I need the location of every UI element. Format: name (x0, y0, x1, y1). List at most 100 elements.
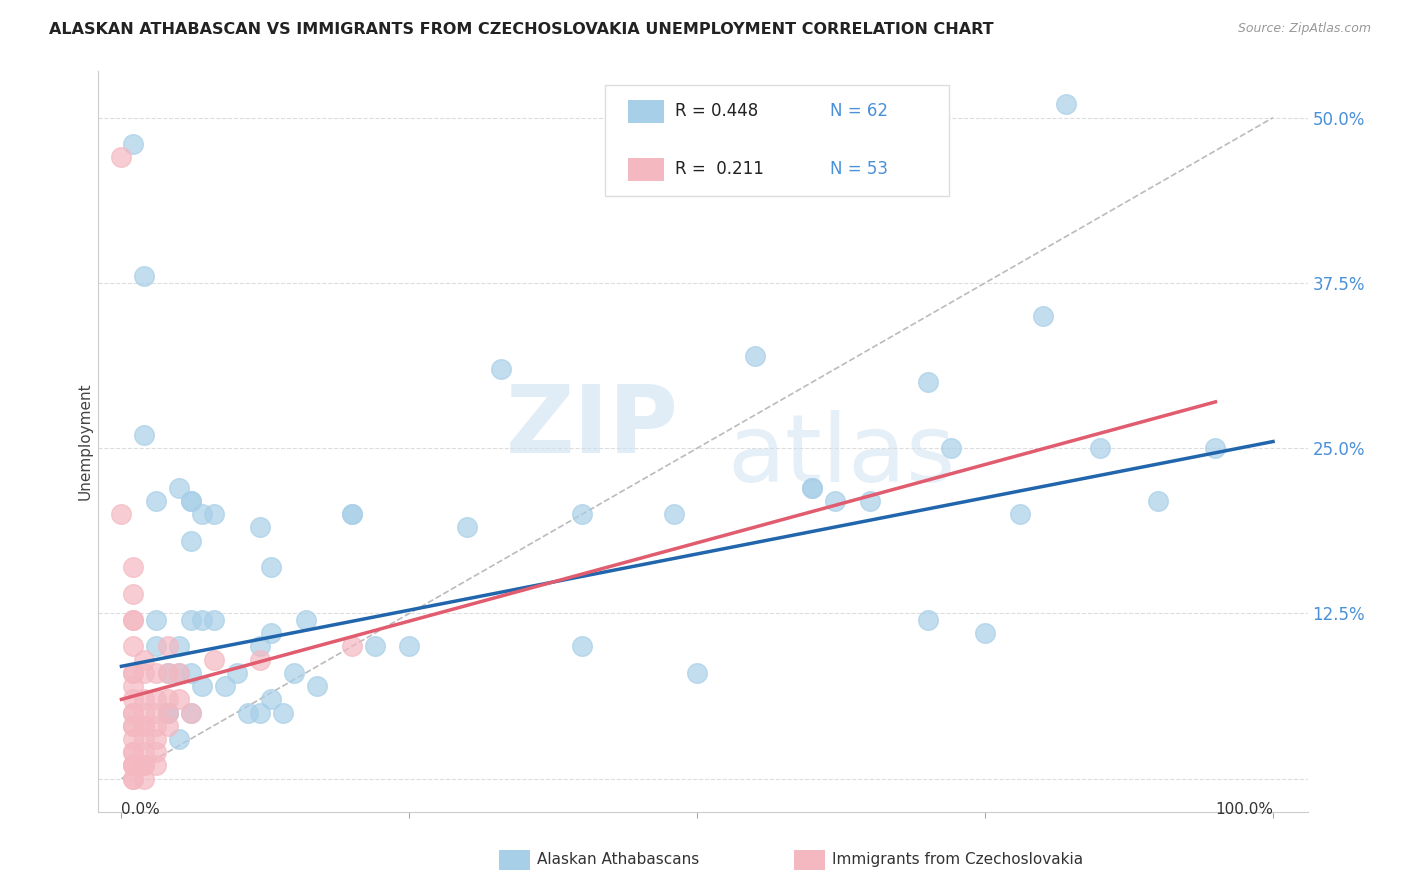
Point (122, 640, 145, 654)
Point (249, 653, 271, 667)
Text: N = 62: N = 62 (830, 102, 887, 120)
Point (134, 731, 156, 746)
Point (122, 772, 145, 786)
Point (145, 640, 167, 654)
Point (134, 665, 156, 680)
Point (167, 640, 190, 654)
Point (145, 731, 167, 746)
Point (156, 706, 179, 720)
Point (156, 692, 179, 706)
Point (571, 640, 593, 654)
Point (180, 706, 202, 720)
Text: Alaskan Athabascans: Alaskan Athabascans (537, 853, 699, 867)
Point (134, 653, 156, 667)
Point (122, 758, 145, 772)
Text: Immigrants from Czechoslovakia: Immigrants from Czechoslovakia (832, 853, 1084, 867)
Point (260, 626, 283, 640)
Point (744, 349, 766, 363)
Point (260, 692, 283, 706)
Point (145, 706, 167, 720)
Point (122, 613, 145, 627)
Point (122, 745, 145, 759)
Y-axis label: Unemployment: Unemployment (77, 383, 93, 500)
Point (180, 613, 202, 627)
Point (145, 692, 167, 706)
Point (122, 772, 145, 786)
Point (122, 692, 145, 706)
Text: R =  0.211: R = 0.211 (675, 160, 763, 178)
Point (1090, 441, 1112, 455)
Text: 100.0%: 100.0% (1215, 803, 1272, 817)
Point (122, 745, 145, 759)
Point (167, 731, 190, 746)
Point (145, 613, 167, 627)
Point (145, 758, 167, 772)
Point (307, 679, 329, 693)
Point (1032, 309, 1054, 323)
Text: R = 0.448: R = 0.448 (675, 102, 758, 120)
Point (202, 508, 225, 522)
Point (145, 665, 167, 680)
Point (939, 441, 962, 455)
Point (122, 731, 145, 746)
Point (398, 640, 420, 654)
Point (122, 665, 145, 680)
Point (145, 494, 167, 508)
Point (225, 665, 247, 680)
Point (180, 533, 202, 548)
Point (859, 494, 882, 508)
Point (249, 706, 271, 720)
Point (110, 508, 132, 522)
Point (134, 706, 156, 720)
Point (122, 679, 145, 693)
Point (134, 772, 156, 786)
Point (236, 706, 259, 720)
Point (145, 719, 167, 733)
Point (167, 692, 190, 706)
Point (1054, 97, 1077, 112)
Point (134, 745, 156, 759)
Text: ZIP: ZIP (506, 381, 679, 473)
Point (122, 758, 145, 772)
Point (122, 613, 145, 627)
Point (1147, 494, 1170, 508)
Point (134, 719, 156, 733)
Point (180, 494, 202, 508)
Point (167, 665, 190, 680)
Point (156, 665, 179, 680)
Point (122, 758, 145, 772)
Point (180, 494, 202, 508)
Point (156, 665, 179, 680)
Point (824, 494, 846, 508)
Point (456, 520, 478, 534)
Point (340, 508, 363, 522)
Point (145, 745, 167, 759)
Point (974, 626, 997, 640)
Point (134, 269, 156, 284)
Point (917, 375, 939, 389)
Point (134, 758, 156, 772)
Point (122, 586, 145, 600)
Point (249, 520, 271, 534)
Point (191, 679, 214, 693)
Text: 0.0%: 0.0% (121, 803, 160, 817)
Point (180, 665, 202, 680)
Text: N = 53: N = 53 (830, 160, 887, 178)
Point (180, 706, 202, 720)
Point (122, 137, 145, 152)
Point (340, 640, 363, 654)
Point (294, 613, 316, 627)
Point (122, 706, 145, 720)
Point (340, 508, 363, 522)
Point (122, 560, 145, 574)
Point (249, 640, 271, 654)
Point (364, 640, 387, 654)
Point (134, 758, 156, 772)
Point (271, 706, 294, 720)
Point (191, 508, 214, 522)
Point (664, 508, 686, 522)
Point (917, 613, 939, 627)
Point (156, 706, 179, 720)
Point (156, 719, 179, 733)
Point (122, 719, 145, 733)
